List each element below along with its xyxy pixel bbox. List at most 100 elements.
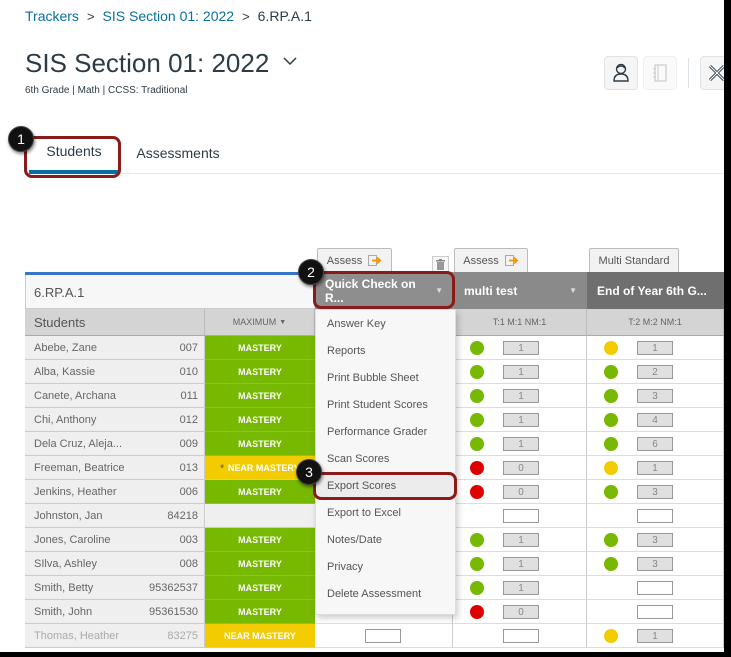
student-cell[interactable]: Thomas, Heather 83275 <box>25 624 205 648</box>
menu-item-print-bubble-sheet[interactable]: Print Bubble Sheet <box>327 371 419 384</box>
delete-column-button[interactable] <box>432 256 449 272</box>
student-cell[interactable]: Johnston, Jan 84218 <box>25 504 205 528</box>
score-cell-multi-test[interactable]: 1 <box>453 384 587 408</box>
menu-item-print-student-scores[interactable]: Print Student Scores <box>327 398 428 411</box>
breadcrumb-section[interactable]: SIS Section 01: 2022 <box>102 8 235 24</box>
student-cell[interactable]: Abebe, Zane 007 <box>25 336 205 360</box>
student-cell[interactable]: Alba, Kassie 010 <box>25 360 205 384</box>
student-id: 95361530 <box>149 605 198 618</box>
chevron-down-icon[interactable] <box>283 54 297 68</box>
multi-standard-button[interactable]: Multi Standard <box>589 248 679 272</box>
menu-item-answer-key[interactable]: Answer Key <box>327 317 386 330</box>
score-input[interactable]: 3 <box>637 485 673 499</box>
student-name: Jenkins, Heather <box>34 485 117 498</box>
column-header-end-of-year[interactable]: End of Year 6th G... <box>587 272 724 309</box>
score-input[interactable]: 1 <box>503 557 539 571</box>
tools-button[interactable] <box>700 56 724 90</box>
score-input[interactable]: 3 <box>637 533 673 547</box>
assess-button-multi-test[interactable]: Assess <box>454 248 528 272</box>
score-input[interactable] <box>503 629 539 643</box>
score-input[interactable]: 1 <box>503 365 539 379</box>
score-input[interactable]: 1 <box>637 461 673 475</box>
score-input[interactable] <box>503 509 539 523</box>
student-cell[interactable]: Canete, Archana 011 <box>25 384 205 408</box>
score-cell-end-of-year[interactable] <box>587 600 724 624</box>
score-cell-end-of-year[interactable]: 3 <box>587 528 724 552</box>
score-cell-end-of-year[interactable] <box>587 576 724 600</box>
score-input[interactable] <box>637 605 673 619</box>
score-input[interactable]: 1 <box>503 581 539 595</box>
score-input[interactable] <box>365 629 401 643</box>
student-cell[interactable]: Smith, John 95361530 <box>25 600 205 624</box>
score-cell-end-of-year[interactable] <box>587 504 724 528</box>
assess-button-quick-check[interactable]: Assess <box>317 248 392 272</box>
column-header-quick-check[interactable]: Quick Check on R... ▼ <box>315 272 453 309</box>
student-cell[interactable]: Dela Cruz, Aleja... 009 <box>25 432 205 456</box>
score-cell-multi-test[interactable]: 1 <box>453 432 587 456</box>
score-cell-multi-test[interactable]: 1 <box>453 360 587 384</box>
score-cell-quick-check[interactable] <box>315 624 453 648</box>
score-input[interactable]: 6 <box>637 437 673 451</box>
score-input[interactable]: 4 <box>637 413 673 427</box>
column-title: End of Year 6th G... <box>597 283 707 298</box>
score-cell-multi-test[interactable] <box>453 624 587 648</box>
score-cell-end-of-year[interactable]: 2 <box>587 360 724 384</box>
student-cell[interactable]: Freeman, Beatrice 013 <box>25 456 205 480</box>
score-cell-end-of-year[interactable]: 4 <box>587 408 724 432</box>
score-cell-multi-test[interactable]: 0 <box>453 480 587 504</box>
score-input[interactable]: 1 <box>503 389 539 403</box>
score-input[interactable] <box>637 581 673 595</box>
score-cell-end-of-year[interactable]: 1 <box>587 624 724 648</box>
score-input[interactable]: 2 <box>637 365 673 379</box>
tab-assessments[interactable]: Assessments <box>129 132 227 174</box>
menu-item-privacy[interactable]: Privacy <box>327 560 364 573</box>
student-cell[interactable]: Chi, Anthony 012 <box>25 408 205 432</box>
breadcrumb-trackers[interactable]: Trackers <box>25 8 79 24</box>
student-name: Dela Cruz, Aleja... <box>34 437 123 450</box>
menu-item-export-scores[interactable]: Export Scores <box>316 472 455 499</box>
score-cell-multi-test[interactable]: 0 <box>453 600 587 624</box>
score-input[interactable]: 1 <box>637 629 673 643</box>
menu-item-reports[interactable]: Reports <box>327 344 366 357</box>
score-cell-multi-test[interactable]: 1 <box>453 528 587 552</box>
score-input[interactable]: 0 <box>503 605 539 619</box>
score-input[interactable]: 1 <box>503 437 539 451</box>
menu-item-scan-scores[interactable]: Scan Scores <box>327 452 390 465</box>
score-cell-multi-test[interactable]: 1 <box>453 552 587 576</box>
student-cell[interactable]: Jones, Caroline 003 <box>25 528 205 552</box>
score-input[interactable]: 0 <box>503 461 539 475</box>
score-cell-multi-test[interactable] <box>453 504 587 528</box>
menu-item-delete-assessment[interactable]: Delete Assessment <box>327 587 422 600</box>
score-input[interactable]: 0 <box>503 485 539 499</box>
student-cell[interactable]: SIlva, Ashley 008 <box>25 552 205 576</box>
score-cell-multi-test[interactable]: 1 <box>453 576 587 600</box>
column-header-multi-test[interactable]: multi test ▼ <box>453 272 587 309</box>
score-cell-multi-test[interactable]: 0 <box>453 456 587 480</box>
student-cell[interactable]: Smith, Betty 95362537 <box>25 576 205 600</box>
score-cell-end-of-year[interactable]: 6 <box>587 432 724 456</box>
menu-item-notes-date[interactable]: Notes/Date <box>327 533 383 546</box>
score-cell-multi-test[interactable]: 1 <box>453 408 587 432</box>
score-cell-end-of-year[interactable]: 1 <box>587 336 724 360</box>
menu-item-export-to-excel[interactable]: Export to Excel <box>327 506 401 519</box>
notebook-button[interactable] <box>643 56 677 90</box>
score-input[interactable]: 3 <box>637 557 673 571</box>
menu-item-performance-grader[interactable]: Performance Grader <box>327 425 428 438</box>
score-cell-end-of-year[interactable]: 3 <box>587 384 724 408</box>
status-dot-icon <box>470 485 484 499</box>
score-cell-end-of-year[interactable]: 3 <box>587 552 724 576</box>
score-input[interactable]: 1 <box>503 413 539 427</box>
score-cell-end-of-year[interactable]: 3 <box>587 480 724 504</box>
tab-students[interactable]: Students <box>29 132 119 174</box>
score-input[interactable]: 1 <box>637 341 673 355</box>
maximum-column-header[interactable]: MAXIMUM ▼ <box>205 309 315 336</box>
score-cell-multi-test[interactable]: 1 <box>453 336 587 360</box>
score-input[interactable]: 1 <box>503 341 539 355</box>
score-input[interactable]: 1 <box>503 533 539 547</box>
score-input[interactable] <box>637 509 673 523</box>
score-cell-end-of-year[interactable]: 1 <box>587 456 724 480</box>
student-view-button[interactable] <box>604 56 638 90</box>
student-cell[interactable]: Jenkins, Heather 006 <box>25 480 205 504</box>
students-column-header[interactable]: Students <box>25 309 205 336</box>
score-input[interactable]: 3 <box>637 389 673 403</box>
